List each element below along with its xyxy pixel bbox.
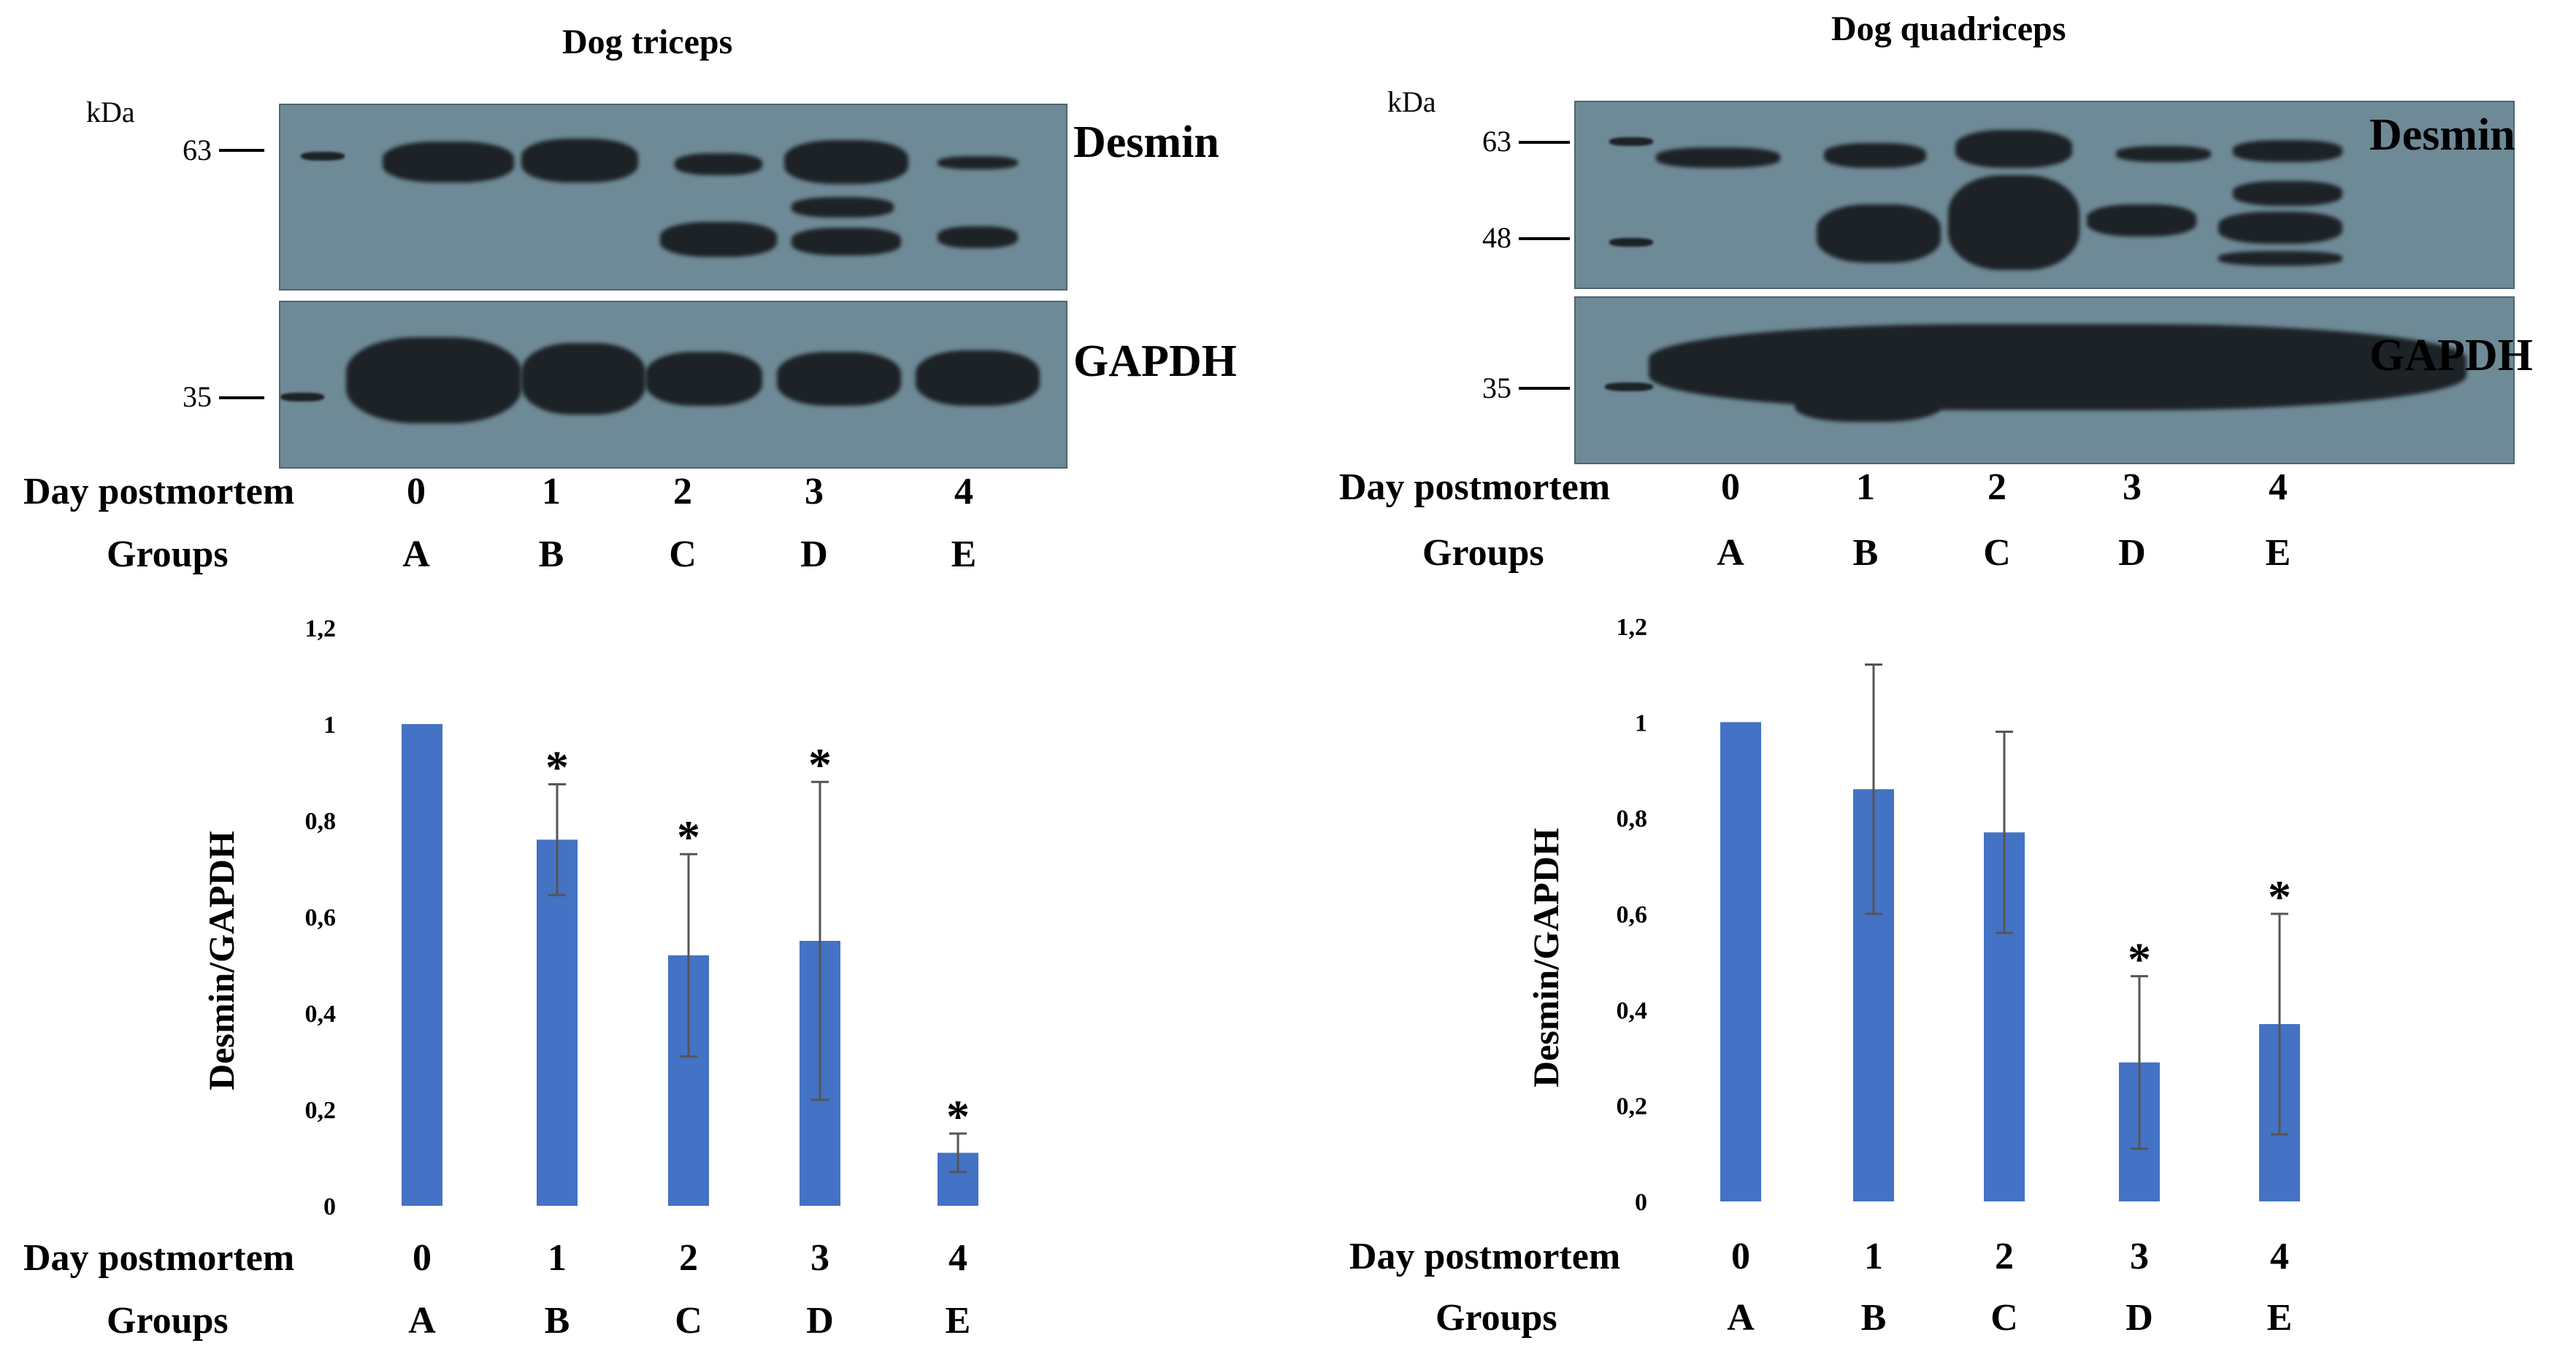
y-tick-label: 0,4 <box>305 1001 337 1028</box>
y-tick-label: 0,6 <box>1617 901 1648 928</box>
x-row-label-groups: Groups <box>107 1300 229 1342</box>
x-tick-group: D <box>806 1300 834 1342</box>
y-tick-label: 1 <box>1635 709 1647 736</box>
desmin-blot <box>1574 101 2515 289</box>
x-tick-group: C <box>675 1300 702 1342</box>
y-tick-label: 1 <box>323 712 336 739</box>
marker-35: 35 <box>183 380 212 413</box>
day-row-label: Day postmortem <box>1339 466 1611 508</box>
marker-line <box>1519 387 1570 390</box>
marker-63: 63 <box>1482 125 1511 158</box>
x-tick-group: B <box>1861 1297 1887 1339</box>
marker-line <box>1519 141 1570 144</box>
x-tick-day: 2 <box>1995 1236 2014 1277</box>
bar <box>537 839 578 1206</box>
bar <box>402 724 442 1206</box>
lane-group: B <box>1852 532 1879 574</box>
x-tick-group: D <box>2125 1297 2153 1339</box>
x-row-label-groups: Groups <box>1435 1297 1557 1339</box>
y-axis-label: Desmin/GAPDH <box>201 831 242 1090</box>
lane-day: 2 <box>1987 466 2006 508</box>
x-tick-day: 4 <box>2270 1236 2289 1277</box>
x-tick-group: A <box>1727 1297 1755 1339</box>
marker-48: 48 <box>1482 221 1511 254</box>
blot-title: Dog quadriceps <box>1831 9 2066 48</box>
significance-star: * <box>2128 933 2151 985</box>
significance-star: * <box>808 739 832 790</box>
x-tick-day: 1 <box>1864 1236 1883 1277</box>
lane-group: D <box>800 534 828 575</box>
desmin-blot <box>279 104 1067 291</box>
desmin-label: Desmin <box>2369 110 2515 160</box>
desmin-label: Desmin <box>1073 118 1219 167</box>
gapdh-label: GAPDH <box>2369 331 2533 380</box>
y-tick-label: 0 <box>1635 1189 1647 1216</box>
y-tick-label: 0,2 <box>305 1097 337 1124</box>
lane-day: 2 <box>673 471 692 512</box>
y-tick-label: 0,8 <box>1617 806 1648 833</box>
x-tick-day: 3 <box>2130 1236 2149 1277</box>
marker-line <box>219 149 264 152</box>
marker-35: 35 <box>1482 372 1511 404</box>
significance-star: * <box>677 811 700 863</box>
significance-star: * <box>2268 871 2291 923</box>
lane-day: 1 <box>1856 466 1875 508</box>
groups-row-label: Groups <box>107 534 229 575</box>
marker-line <box>219 396 264 399</box>
x-tick-day: 3 <box>810 1237 829 1279</box>
lane-day: 4 <box>954 471 973 512</box>
lane-group: D <box>2118 532 2146 574</box>
kda-label: kDa <box>86 96 135 128</box>
lane-group: B <box>538 534 564 575</box>
lane-group: E <box>2265 532 2291 574</box>
lane-group: E <box>951 534 977 575</box>
significance-star: * <box>545 742 569 793</box>
x-tick-group: E <box>2267 1297 2293 1339</box>
lane-day: 3 <box>2123 466 2142 508</box>
x-tick-day: 1 <box>548 1237 567 1279</box>
marker-63: 63 <box>183 134 212 166</box>
lane-day: 4 <box>2269 466 2288 508</box>
lane-group: C <box>669 534 697 575</box>
gapdh-blot <box>279 301 1067 469</box>
gapdh-label: GAPDH <box>1073 336 1237 386</box>
x-tick-group: A <box>408 1300 436 1342</box>
y-axis-label: Desmin/GAPDH <box>1525 828 1566 1088</box>
y-tick-label: 0,2 <box>1617 1093 1648 1120</box>
blot-title: Dog triceps <box>562 23 733 61</box>
kda-label: kDa <box>1387 85 1436 118</box>
y-tick-label: 0,6 <box>305 904 337 931</box>
x-row-label-day: Day postmortem <box>23 1237 294 1279</box>
x-tick-day: 0 <box>1731 1236 1750 1277</box>
lane-day: 3 <box>805 471 824 512</box>
x-tick-group: B <box>545 1300 570 1342</box>
lane-day: 0 <box>1721 466 1740 508</box>
y-tick-label: 1,2 <box>1617 614 1648 641</box>
y-tick-label: 0,8 <box>305 808 337 835</box>
x-tick-day: 2 <box>679 1237 698 1279</box>
lane-day: 0 <box>407 471 426 512</box>
marker-line <box>1519 237 1570 240</box>
lane-group: C <box>1983 532 2011 574</box>
x-tick-day: 0 <box>413 1237 432 1279</box>
lane-group: A <box>1717 532 1744 574</box>
x-tick-day: 4 <box>948 1237 967 1279</box>
y-tick-label: 1,2 <box>305 615 337 642</box>
bar <box>1720 722 1761 1201</box>
y-tick-label: 0,4 <box>1617 997 1648 1024</box>
y-tick-label: 0 <box>323 1193 336 1220</box>
x-tick-group: E <box>946 1300 971 1342</box>
groups-row-label: Groups <box>1422 532 1544 574</box>
lane-day: 1 <box>542 471 561 512</box>
gapdh-blot <box>1574 296 2515 464</box>
significance-star: * <box>946 1090 970 1142</box>
x-row-label-day: Day postmortem <box>1349 1236 1620 1277</box>
day-row-label: Day postmortem <box>23 471 295 512</box>
x-tick-group: C <box>1990 1297 2018 1339</box>
lane-group: A <box>402 534 430 575</box>
